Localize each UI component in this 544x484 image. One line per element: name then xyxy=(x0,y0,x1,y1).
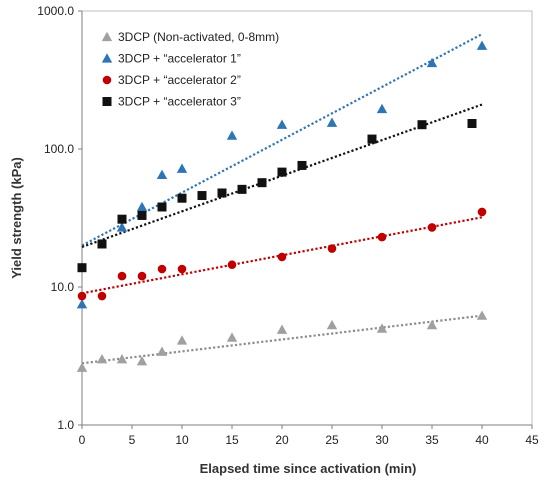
trend-line-series-2 xyxy=(81,33,483,247)
data-point-series-1 xyxy=(276,324,288,334)
x-tick-label: 0 xyxy=(79,433,86,447)
x-tick-label: 15 xyxy=(225,433,239,447)
data-point-series-4 xyxy=(467,119,477,129)
data-point-series-2 xyxy=(476,40,488,50)
data-point-series-4 xyxy=(217,188,227,198)
data-point-series-1 xyxy=(376,323,388,333)
y-tick-label: 10.0 xyxy=(51,280,75,294)
data-point-series-4 xyxy=(417,120,427,130)
data-point-series-2 xyxy=(276,119,288,129)
x-axis-title: Elapsed time since activation (min) xyxy=(200,461,417,476)
x-tick-label: 5 xyxy=(129,433,136,447)
y-tick-label: 1.0 xyxy=(57,418,74,432)
legend-label-2: 3DCP + “accelerator 1” xyxy=(118,52,241,66)
data-point-series-3 xyxy=(227,260,237,270)
x-tick-label: 40 xyxy=(475,433,489,447)
x-tick-label: 35 xyxy=(425,433,439,447)
data-point-series-4 xyxy=(97,239,107,249)
data-point-series-1 xyxy=(426,319,438,330)
y-tick-label: 100.0 xyxy=(44,142,74,156)
data-point-series-4 xyxy=(117,214,127,224)
data-point-series-2 xyxy=(116,222,128,232)
data-point-series-4 xyxy=(77,263,87,273)
x-axis-ticks: 0 5 10 15 20 25 30 35 40 45 xyxy=(79,425,539,447)
data-point-series-4 xyxy=(257,178,267,188)
data-point-series-2 xyxy=(136,201,148,212)
data-point-series-3 xyxy=(77,291,87,301)
x-tick-label: 30 xyxy=(375,433,389,447)
legend-label-1: 3DCP (Non-activated, 0-8mm) xyxy=(118,30,279,44)
data-point-series-2 xyxy=(376,103,388,114)
data-point-series-3 xyxy=(97,291,107,301)
data-point-series-3 xyxy=(137,271,147,281)
data-point-series-3 xyxy=(327,244,337,253)
legend-label-3: 3DCP + “accelerator 2” xyxy=(118,73,241,87)
data-point-series-4 xyxy=(277,167,287,177)
data-points xyxy=(76,40,488,372)
data-point-series-3 xyxy=(377,232,387,242)
data-point-series-1 xyxy=(156,346,168,356)
legend-marker-1 xyxy=(101,31,113,42)
data-point-series-1 xyxy=(136,355,148,366)
data-point-series-1 xyxy=(76,362,88,372)
y-axis-title: Yield strength (kPa) xyxy=(9,157,24,279)
legend-marker-3 xyxy=(102,75,112,85)
legend-marker-2 xyxy=(101,53,113,63)
data-point-series-3 xyxy=(277,252,287,262)
data-point-series-4 xyxy=(177,193,187,203)
x-tick-label: 45 xyxy=(525,433,539,447)
data-point-series-4 xyxy=(237,184,247,194)
data-point-series-3 xyxy=(477,207,487,217)
legend-marker-4 xyxy=(102,97,112,106)
legend: 3DCP (Non-activated, 0-8mm) 3DCP + “accel… xyxy=(101,30,279,109)
data-point-series-1 xyxy=(116,353,128,364)
legend-label-4: 3DCP + “accelerator 3” xyxy=(118,95,241,109)
data-point-series-3 xyxy=(177,264,187,274)
data-point-series-3 xyxy=(117,271,127,281)
data-point-series-2 xyxy=(176,163,188,173)
data-point-series-2 xyxy=(426,57,438,68)
data-point-series-3 xyxy=(427,223,437,232)
plot-area xyxy=(81,10,533,426)
data-point-series-2 xyxy=(226,130,238,140)
data-point-series-1 xyxy=(326,319,338,330)
x-tick-label: 20 xyxy=(275,433,289,447)
data-point-series-4 xyxy=(367,134,377,144)
data-point-series-4 xyxy=(137,210,147,220)
y-tick-label: 1000.0 xyxy=(37,4,74,18)
trend-line-series-1 xyxy=(81,314,483,365)
data-point-series-4 xyxy=(297,160,307,170)
data-point-series-4 xyxy=(157,202,167,212)
data-point-series-1 xyxy=(96,353,108,364)
data-point-series-1 xyxy=(176,335,188,345)
data-point-series-1 xyxy=(476,310,488,320)
data-point-series-4 xyxy=(197,191,207,201)
y-axis-ticks: 1.0 10.0 100.0 1000.0 xyxy=(37,4,82,432)
x-tick-label: 25 xyxy=(325,433,339,447)
data-point-series-2 xyxy=(326,117,338,127)
data-point-series-2 xyxy=(156,169,168,179)
data-point-series-1 xyxy=(226,332,238,342)
data-point-series-2 xyxy=(76,299,88,309)
data-point-series-3 xyxy=(157,264,167,274)
x-tick-label: 10 xyxy=(175,433,189,447)
